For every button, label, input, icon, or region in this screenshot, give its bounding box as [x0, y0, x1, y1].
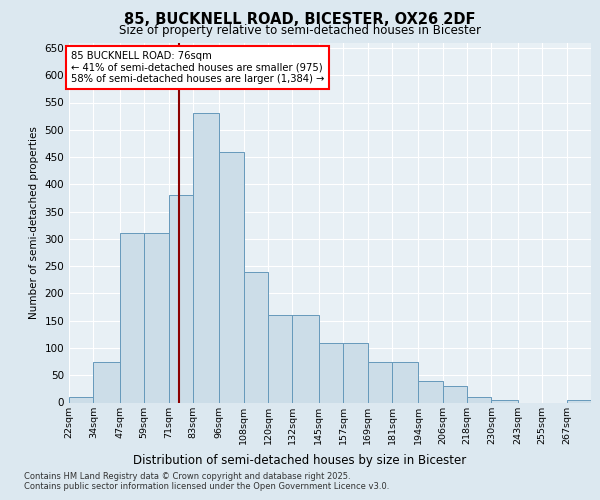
Bar: [193, 114, 220, 403]
Bar: [418, 380, 443, 402]
Bar: [169, 195, 193, 402]
Text: Size of property relative to semi-detached houses in Bicester: Size of property relative to semi-detach…: [119, 24, 481, 37]
Bar: [319, 342, 343, 402]
Bar: [220, 152, 244, 402]
Bar: [443, 386, 467, 402]
Bar: [292, 315, 319, 402]
Y-axis label: Number of semi-detached properties: Number of semi-detached properties: [29, 126, 39, 319]
Text: Contains HM Land Registry data © Crown copyright and database right 2025.: Contains HM Land Registry data © Crown c…: [24, 472, 350, 481]
Text: Contains public sector information licensed under the Open Government Licence v3: Contains public sector information licen…: [24, 482, 389, 491]
Bar: [343, 342, 368, 402]
Bar: [244, 272, 268, 402]
Bar: [392, 362, 418, 403]
Bar: [144, 234, 169, 402]
Bar: [491, 400, 518, 402]
Bar: [268, 315, 292, 402]
Bar: [566, 400, 591, 402]
Text: 85 BUCKNELL ROAD: 76sqm
← 41% of semi-detached houses are smaller (975)
58% of s: 85 BUCKNELL ROAD: 76sqm ← 41% of semi-de…: [71, 50, 325, 84]
Bar: [69, 397, 94, 402]
Bar: [94, 362, 120, 403]
Bar: [120, 234, 144, 402]
Text: 85, BUCKNELL ROAD, BICESTER, OX26 2DF: 85, BUCKNELL ROAD, BICESTER, OX26 2DF: [124, 12, 476, 28]
Bar: [368, 362, 392, 403]
Bar: [467, 397, 491, 402]
Text: Distribution of semi-detached houses by size in Bicester: Distribution of semi-detached houses by …: [133, 454, 467, 467]
